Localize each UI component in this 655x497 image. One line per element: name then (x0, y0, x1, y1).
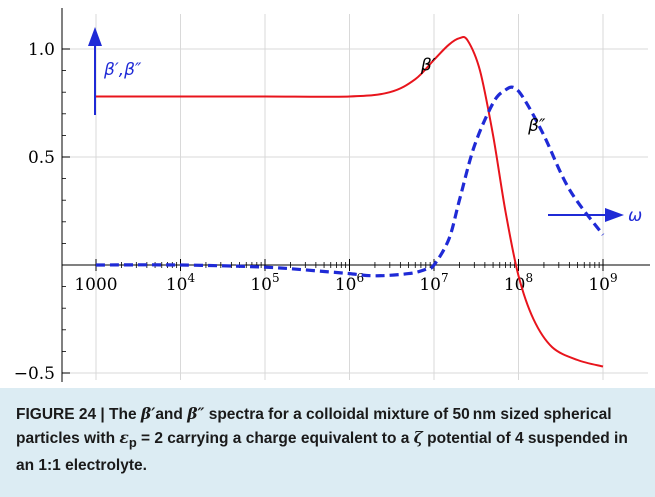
y-tick-label-2: −0.5 (14, 364, 55, 384)
caption-mid1: and (155, 406, 188, 423)
caption-beta-prime: β′ (140, 404, 156, 423)
axes (61, 8, 650, 382)
x-arrow-label: ω (628, 206, 642, 226)
caption-lead: FIGURE 24 | The (16, 406, 141, 423)
caption-tail: potential of 4 suspended in an 1:1 elect… (16, 430, 628, 475)
y-arrow-label: β′,β″ (103, 60, 142, 80)
x-arrow-head (605, 208, 624, 222)
y-tick-label-1: 0.5 (28, 148, 55, 168)
x-tick-label-3: 106 (335, 271, 364, 295)
series-beta-double-prime-line (95, 85, 605, 278)
series-beta-prime-line (96, 36, 604, 368)
x-tick-label-6: 109 (588, 271, 617, 295)
series-group (95, 36, 605, 368)
x-tick-labels: 1000 104 105 106 107 108 109 (74, 271, 617, 295)
caption-zeta: ζ (413, 428, 423, 447)
series-label-beta-double-prime: β″ (527, 116, 546, 136)
caption-mid2: spectra for a colloidal mixture of 50 nm… (16, 406, 612, 447)
figure-caption: FIGURE 24 | The β′and β″ spectra for a c… (0, 388, 655, 497)
chart: 1000 104 105 106 107 108 109 1.00.5−0.5 β′,β″ β… (14, 8, 650, 384)
caption-mid3: = 2 carrying a charge equivalent to a (136, 430, 414, 447)
y-tick-labels: 1.0 0.5 −0.5 (14, 40, 55, 384)
caption-epsilon-subscript: p (128, 435, 137, 451)
caption-epsilon: ε (119, 428, 129, 447)
x-tick-label-0: 1000 (74, 275, 117, 295)
x-tick-label-4: 107 (419, 271, 448, 295)
x-tick-label-1: 104 (166, 271, 196, 295)
y-tick-label-0: 1.0 (28, 40, 55, 60)
series-label-beta-prime: β′ (420, 56, 436, 76)
y-arrow-head (88, 27, 102, 46)
caption-beta-double-prime: β″ (187, 404, 205, 423)
x-tick-label-2: 105 (250, 271, 279, 295)
annotations: β′,β″ β′ β″ ω (88, 27, 642, 226)
grid (62, 14, 648, 380)
